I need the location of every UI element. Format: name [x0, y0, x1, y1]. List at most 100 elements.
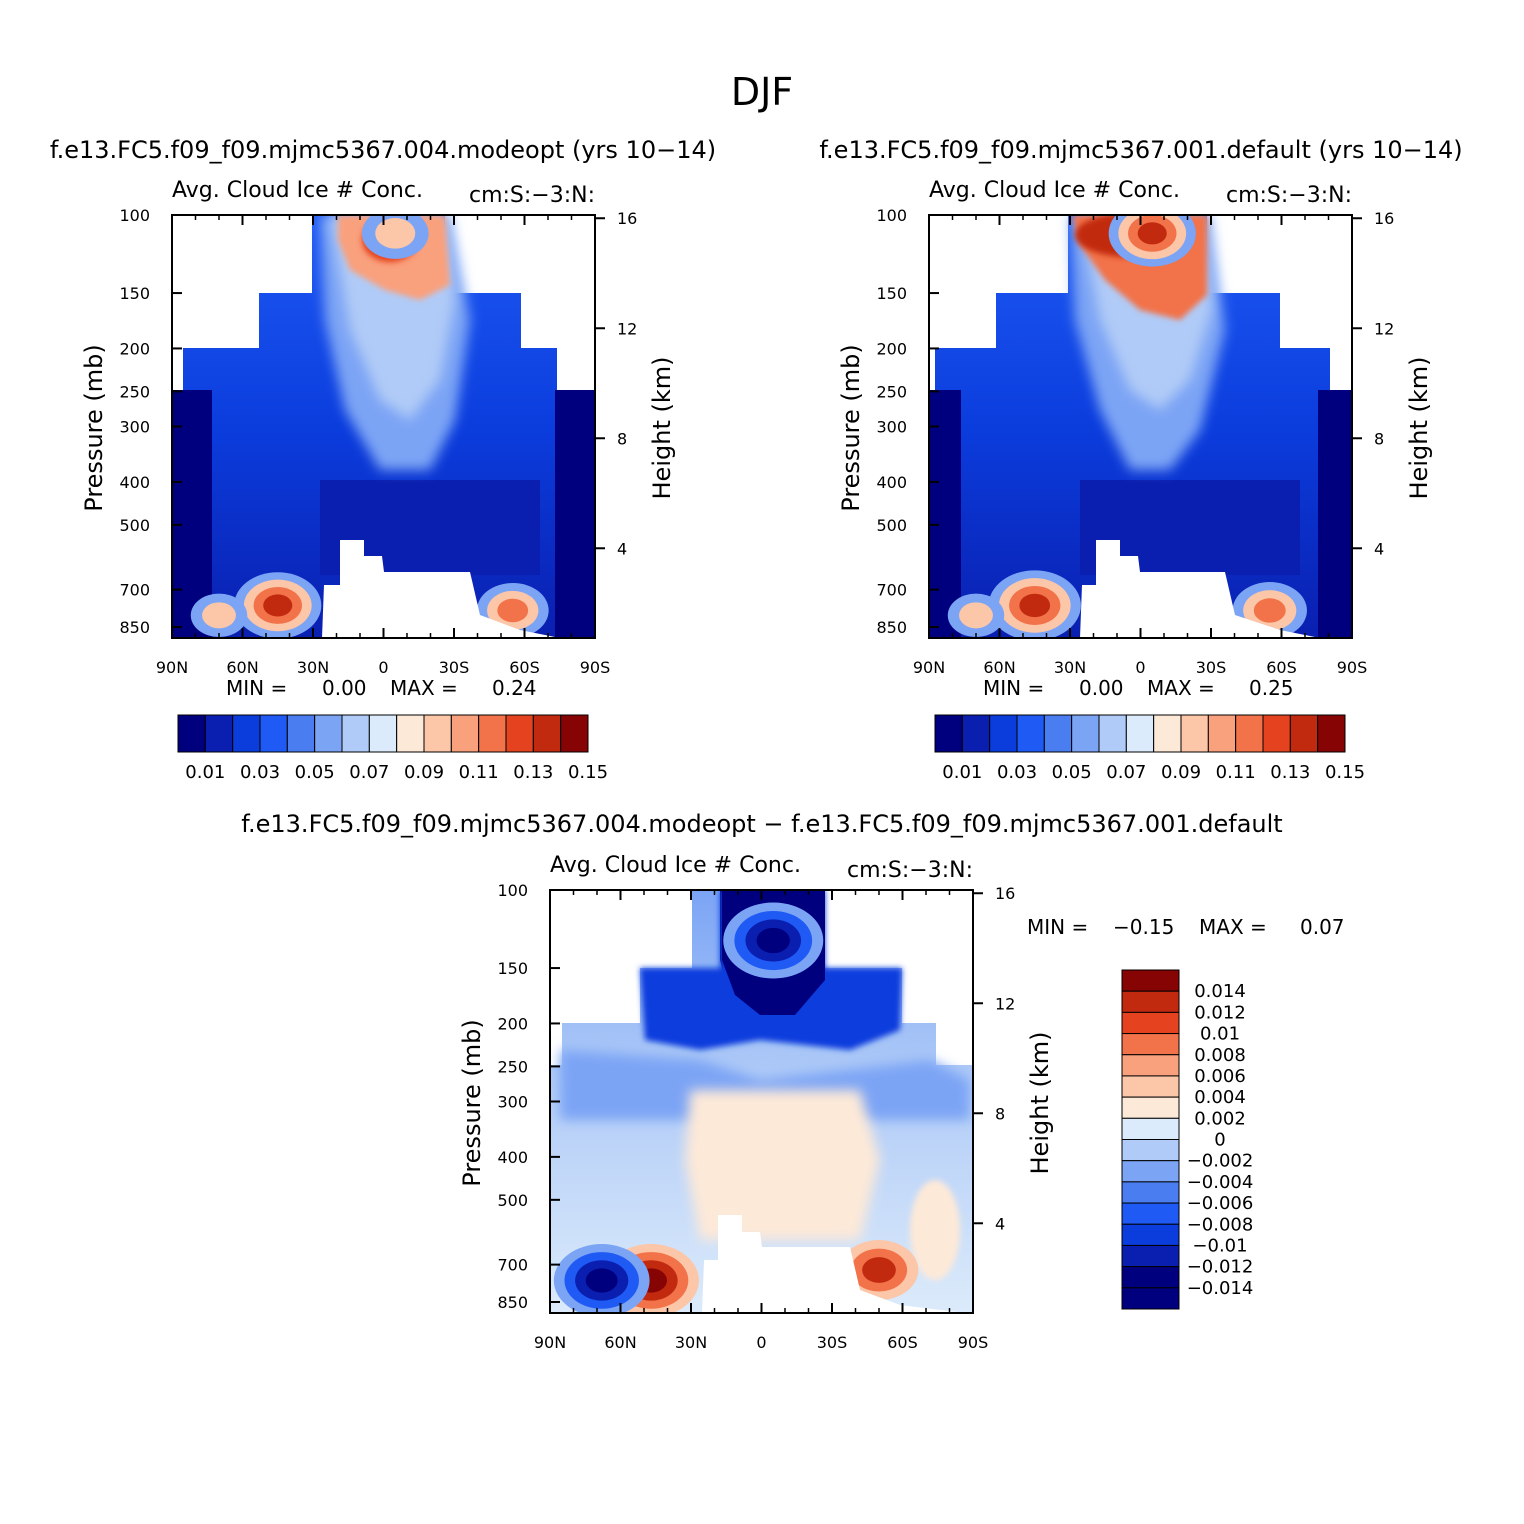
y-tick-label: 100 [876, 206, 907, 225]
colorbar: 0.01 0.03 0.05 0.07 0.09 0.11 0.13 0.15 [934, 714, 1365, 783]
colorbar-swatch [450, 714, 480, 753]
x-tick-label: 60S [887, 1333, 918, 1352]
features [947, 215, 1307, 638]
x-tick-label: 0 [378, 658, 388, 677]
panel-subtitle-left: Avg. Cloud Ice # Conc. [550, 853, 801, 878]
x-tick-label: 30S [817, 1333, 848, 1352]
colorbar-swatch [1121, 969, 1180, 992]
contour-blob [959, 602, 993, 629]
y2-tick-label: 12 [995, 994, 1015, 1013]
colorbar-label: 0.09 [404, 762, 444, 783]
colorbar-label: 0.006 [1194, 1066, 1246, 1087]
y-tick-label: 200 [497, 1014, 528, 1033]
colorbar-label: 0.002 [1194, 1108, 1246, 1129]
colorbar-swatch [478, 714, 507, 753]
colorbar-swatch [1121, 1287, 1180, 1310]
colorbar-label: 0.11 [1216, 762, 1256, 783]
colorbar-swatch [1121, 1117, 1180, 1140]
colorbar-swatch [1121, 1096, 1180, 1119]
colorbar-label: −0.012 [1187, 1257, 1254, 1278]
y-tick-label: 150 [876, 284, 907, 303]
colorbar-label: 0.07 [1106, 762, 1146, 783]
colorbar-swatch [532, 714, 562, 753]
contour-field [929, 215, 1352, 638]
colorbar-swatch [1121, 1223, 1180, 1246]
colorbar-swatch [423, 714, 452, 753]
colorbar: 0.0140.0120.010.0080.0060.0040.0020−0.00… [1121, 969, 1254, 1310]
colorbar-label: 0.014 [1194, 981, 1246, 1002]
y2-tick-label: 12 [1374, 319, 1394, 338]
figure-title: DJF [731, 70, 793, 114]
colorbar-label: 0.11 [459, 762, 499, 783]
y-tick-label: 200 [876, 339, 907, 358]
colorbar-swatch [396, 714, 425, 753]
x-tick-label: 30N [675, 1333, 707, 1352]
colorbar-swatch [505, 714, 534, 753]
axes: 90N 60N 30N 0 30S 60S 90S 100 150 200 250 300 400 500… [876, 206, 1394, 677]
panel-subtitle-left: Avg. Cloud Ice # Conc. [172, 178, 423, 203]
max-label: MAX = [1147, 676, 1215, 700]
polar-column-north [929, 390, 961, 638]
min-label: MIN = [1027, 915, 1088, 939]
colorbar-swatch [1153, 714, 1182, 753]
colorbar-swatch [259, 714, 288, 753]
colorbar-swatch [341, 714, 370, 753]
contour-blob [585, 1268, 618, 1293]
x-tick-label: 90S [958, 1333, 989, 1352]
colorbar-label: −0.006 [1187, 1193, 1254, 1214]
colorbar-swatch [1121, 990, 1180, 1013]
colorbar-label: 0.13 [513, 762, 553, 783]
colorbar-label: −0.014 [1187, 1278, 1254, 1299]
colorbar-swatch [1180, 714, 1209, 753]
colorbar-swatch [1121, 1160, 1180, 1183]
colorbar-label: 0.13 [1270, 762, 1310, 783]
colorbar-swatch [1262, 714, 1291, 753]
colorbar-swatch [1121, 1244, 1180, 1268]
x-tick-label: 90N [913, 658, 945, 677]
colorbar-swatch [1121, 1075, 1180, 1098]
panel-difference: f.e13.FC5.f09_f09.mjmc5367.004.modeopt −… [241, 810, 1344, 1352]
min-label: MIN = [226, 676, 287, 700]
y-tick-label: 150 [119, 284, 150, 303]
colorbar-label: 0.05 [1052, 762, 1092, 783]
colorbar-label: 0.01 [185, 762, 225, 783]
panel-subtitle-left: Avg. Cloud Ice # Conc. [929, 178, 1180, 203]
max-label: MAX = [1199, 915, 1267, 939]
colorbar-swatch [1121, 1266, 1180, 1289]
colorbar-label: −0.01 [1192, 1235, 1247, 1256]
x-tick-label: 90S [1337, 658, 1368, 677]
y-tick-label: 150 [497, 959, 528, 978]
y2-tick-label: 16 [617, 209, 637, 228]
y2-tick-label: 8 [995, 1104, 1005, 1123]
colorbar-label: 0.03 [997, 762, 1037, 783]
colorbar-swatch [961, 714, 991, 753]
contour-blob [497, 598, 529, 623]
colorbar-swatch [368, 714, 398, 753]
axes: 90N 60N 30N 0 30S 60S 90S 100 150 200 250 300 400 500… [119, 206, 637, 677]
colorbar: 0.01 0.03 0.05 0.07 0.09 0.11 0.13 0.15 [177, 714, 608, 783]
contour-blob [263, 594, 293, 617]
colorbar-swatch [989, 714, 1018, 753]
y-tick-label: 250 [497, 1057, 528, 1076]
colorbar-label: 0.008 [1194, 1045, 1246, 1066]
x-tick-label: 30S [1196, 658, 1227, 677]
contour-blob [1253, 598, 1286, 623]
features [190, 215, 549, 638]
y-tick-label: 500 [497, 1191, 528, 1210]
y-tick-label: 200 [119, 339, 150, 358]
colorbar-swatch [1121, 1139, 1180, 1162]
colorbar-swatch [286, 714, 316, 753]
contour-blob [1137, 222, 1167, 245]
panel-title: f.e13.FC5.f09_f09.mjmc5367.004.modeopt −… [241, 810, 1282, 838]
y-tick-label: 400 [119, 473, 150, 492]
min-label: MIN = [983, 676, 1044, 700]
x-tick-label: 60S [509, 658, 540, 677]
min-value: 0.00 [1079, 676, 1124, 700]
colorbar-swatch [560, 714, 589, 753]
panel-modeopt: f.e13.FC5.f09_f09.mjmc5367.004.modeopt (… [50, 136, 716, 783]
min-value: −0.15 [1113, 915, 1174, 939]
colorbar-label: −0.004 [1187, 1172, 1254, 1193]
y-tick-label: 850 [497, 1293, 528, 1312]
colorbar-swatch [934, 714, 963, 753]
